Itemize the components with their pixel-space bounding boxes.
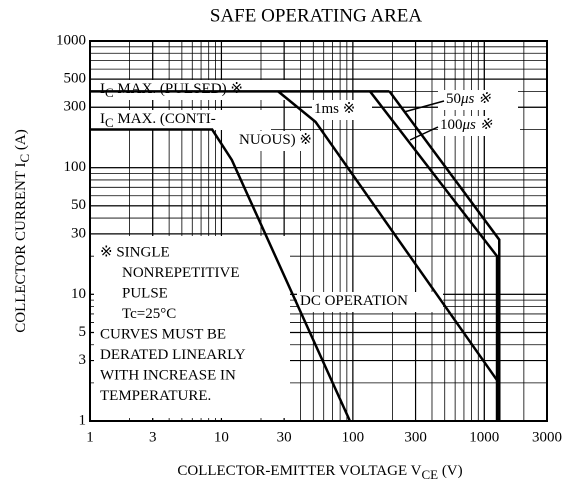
note-line: TEMPERATURE. [100,388,211,404]
note-line: Tc=25°C [122,306,176,322]
annotation-part: μs ※ [460,91,491,107]
curve [277,90,499,381]
y-tick-label: 300 [64,99,87,115]
y-tick-label: 1000 [56,32,86,48]
annotation-part: C [105,85,114,100]
note-line: CURVES MUST BE [100,326,226,342]
annotation-part: 50 [446,91,461,107]
y-tick-label: 3 [79,352,87,368]
annotation-part: 100 [440,117,463,133]
annotation: IC MAX. (CONTI- [100,111,216,130]
annotation-part: I [100,81,105,97]
note-box [94,236,290,418]
note-line: ※ SINGLE [100,244,170,260]
label-bg [96,80,286,100]
arrow [409,126,439,141]
chart-title: SAFE OPERATING AREA [210,5,422,26]
annotation: 100μs ※ [440,117,493,133]
label-bg [438,90,518,110]
x-axis-label-part: COLLECTOR-EMITTER VOLTAGE V [177,463,421,479]
y-tick-label: 10 [71,286,86,302]
annotation-part: μs ※ [462,117,493,133]
curve [388,90,501,421]
annotation: DC OPERATION [300,293,408,309]
curve [369,90,499,421]
x-tick-label: 3000 [532,429,562,445]
x-axis-label: COLLECTOR-EMITTER VOLTAGE VCE (V) [177,463,462,482]
y-tick-label: 30 [71,225,86,241]
note-line: NONREPETITIVE [122,265,239,281]
y-axis-label-part: (A) [13,129,29,154]
annotation: IC MAX. (PULSED) ※ [100,81,243,100]
arrow [403,100,445,113]
x-tick-label: 30 [277,429,292,445]
note-line: PULSE [122,285,168,301]
annotation-part: MAX. (CONTI- [114,111,216,127]
annotation-part: DC OPERATION [300,293,408,309]
x-tick-label: 300 [404,429,427,445]
y-axis-label-part: COLLECTOR CURRENT I [13,162,29,332]
y-axis-label: COLLECTOR CURRENT IC (A) [13,129,32,333]
plot-frame [89,40,548,422]
curve [90,128,352,422]
label-bg [438,116,520,136]
annotation: NUOUS) ※ [239,132,312,148]
x-tick-label: 1 [86,429,94,445]
y-tick-label: 50 [71,197,86,213]
y-tick-label: 500 [64,71,87,87]
x-tick-label: 3 [149,429,157,445]
x-tick-label: 100 [342,429,365,445]
x-axis-label-part: (V) [438,463,463,479]
x-axis-label-part: CE [421,467,438,482]
annotation: 1ms ※ [314,101,355,117]
note-line: WITH INCREASE IN [100,367,236,383]
label-bg [312,100,372,120]
y-axis-label-part: C [17,154,32,163]
label-bg [297,292,443,312]
annotation-part: C [105,115,114,130]
x-tick-label: 1000 [469,429,499,445]
annotation-part: NUOUS) ※ [239,132,312,148]
annotation-part: 1ms ※ [314,101,355,117]
label-bg [96,110,271,130]
annotation: 50μs ※ [446,91,491,107]
note-line: DERATED LINEARLY [100,347,246,363]
annotation-part: MAX. (PULSED) ※ [114,81,243,97]
y-tick-label: 100 [64,159,87,175]
y-tick-label: 5 [79,324,87,340]
label-bg [236,131,310,151]
x-tick-label: 10 [214,429,229,445]
annotation-part: I [100,111,105,127]
y-tick-label: 1 [79,412,87,428]
